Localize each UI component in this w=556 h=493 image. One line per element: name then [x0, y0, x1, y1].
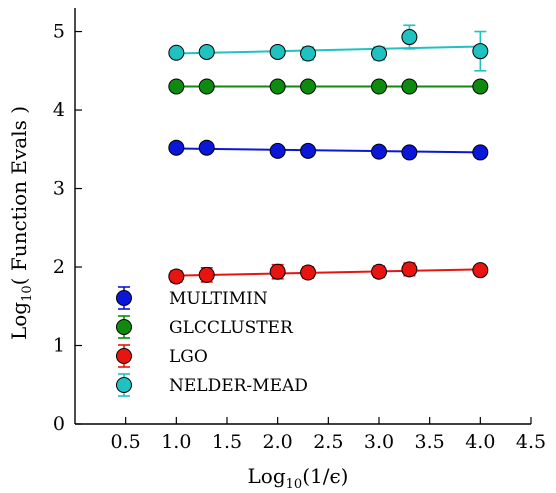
- legend: MULTIMIN GLCCLUSTER LGO NELDER-MEAD: [116, 286, 308, 397]
- fit-line: [176, 268, 481, 277]
- marker: [168, 44, 185, 61]
- data-point: [401, 261, 418, 278]
- data-point: [472, 78, 489, 95]
- y-tick-label: 5: [53, 21, 65, 43]
- data-points: [168, 24, 489, 285]
- data-point: [300, 142, 317, 159]
- data-point: [269, 43, 286, 60]
- marker: [401, 144, 418, 161]
- marker: [198, 43, 215, 60]
- data-point: [198, 78, 215, 95]
- data-point: [269, 78, 286, 95]
- fit-line: [176, 147, 481, 154]
- legend-item: NELDER-MEAD: [116, 373, 308, 397]
- data-point: [401, 78, 418, 95]
- marker: [300, 78, 317, 95]
- marker: [269, 263, 286, 280]
- legend-marker: [116, 319, 132, 335]
- marker: [371, 263, 387, 280]
- marker: [401, 261, 418, 278]
- marker: [198, 78, 215, 95]
- marker: [401, 29, 418, 46]
- fit-lines: [176, 45, 481, 277]
- data-point: [472, 144, 489, 161]
- data-point: [269, 263, 286, 280]
- data-point: [300, 264, 317, 281]
- data-point: [269, 142, 286, 159]
- fit-line: [176, 45, 481, 55]
- data-point: [198, 43, 215, 60]
- y-tick-label: 1: [53, 335, 65, 357]
- data-point: [371, 263, 387, 280]
- x-tick-label: 1.5: [212, 431, 242, 453]
- legend-marker: [116, 377, 132, 393]
- data-point: [300, 45, 317, 62]
- data-point: [472, 30, 489, 72]
- marker: [472, 78, 489, 95]
- x-tick-label: 1.0: [161, 431, 191, 453]
- marker: [168, 139, 185, 156]
- data-point: [168, 139, 185, 156]
- x-axis-title: Log10(1/ϵ): [248, 464, 349, 492]
- data-point: [371, 78, 387, 95]
- legend-item: GLCCLUSTER: [116, 315, 294, 339]
- legend-label: MULTIMIN: [169, 289, 268, 309]
- data-point: [198, 139, 215, 156]
- y-tick-label: 0: [53, 413, 65, 435]
- legend-marker: [116, 290, 132, 306]
- data-point: [401, 24, 418, 50]
- marker: [269, 142, 286, 159]
- marker: [300, 264, 317, 281]
- data-point: [472, 262, 489, 279]
- x-tick-label: 3.5: [415, 431, 445, 453]
- data-point: [168, 78, 185, 95]
- x-tick-label: 4.0: [465, 431, 495, 453]
- legend-label: LGO: [169, 347, 208, 367]
- marker: [269, 43, 286, 60]
- x-tick-label: 3.0: [364, 431, 394, 453]
- marker: [472, 144, 489, 161]
- marker: [371, 78, 387, 95]
- data-point: [401, 144, 418, 161]
- legend-item: MULTIMIN: [116, 286, 268, 310]
- marker: [269, 78, 286, 95]
- legend-item: LGO: [116, 344, 208, 368]
- marker: [168, 78, 185, 95]
- data-point: [371, 45, 387, 62]
- marker: [472, 262, 489, 279]
- x-tick-label: 2.5: [313, 431, 343, 453]
- data-point: [168, 268, 185, 285]
- marker: [371, 45, 387, 62]
- marker: [198, 266, 215, 283]
- marker: [198, 139, 215, 156]
- marker: [401, 78, 418, 95]
- data-point: [198, 266, 215, 283]
- x-tick-label: 0.5: [111, 431, 141, 453]
- marker: [300, 142, 317, 159]
- legend-label: NELDER-MEAD: [169, 376, 308, 396]
- y-tick-label: 3: [53, 178, 65, 200]
- data-point: [168, 44, 185, 61]
- x-tick-label: 2.0: [263, 431, 293, 453]
- y-tick-label: 2: [53, 256, 65, 278]
- y-tick-label: 4: [53, 99, 65, 121]
- data-point: [300, 78, 317, 95]
- legend-label: GLCCLUSTER: [169, 318, 294, 338]
- marker: [300, 45, 317, 62]
- x-tick-label: 4.5: [516, 431, 546, 453]
- legend-marker: [116, 348, 132, 364]
- marker: [371, 143, 387, 160]
- marker: [168, 268, 185, 285]
- y-axis-title: Log10( Function Evals ): [7, 106, 35, 340]
- axes: 0.5 1.0 1.5 2.0 2.5 3.0 3.5 4.0 4.5 0 1 2 3 4 5: [53, 8, 546, 453]
- data-point: [371, 143, 387, 160]
- marker: [472, 43, 489, 60]
